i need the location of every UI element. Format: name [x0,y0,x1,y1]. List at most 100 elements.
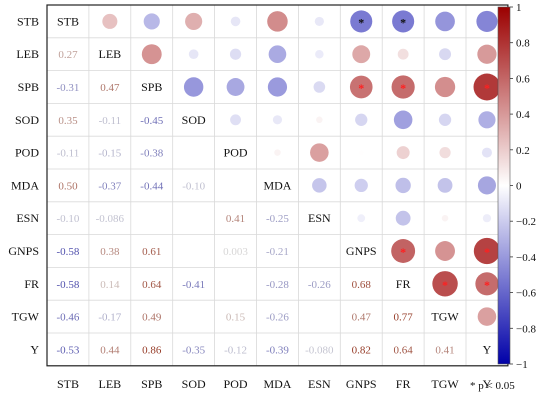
significance-star: * [484,278,490,292]
correlation-circle [267,11,288,32]
correlation-value: -0.25 [266,213,289,225]
correlation-value: -0.44 [140,180,163,192]
correlation-circle [143,13,160,30]
correlation-circle [438,113,452,126]
correlation-value: -0.12 [224,344,247,356]
row-label: FR [24,277,39,291]
correlation-value: -0.10 [56,213,79,225]
correlation-circle [313,81,326,93]
correlation-value: 0.35 [58,115,78,127]
correlation-circle [315,49,324,59]
correlation-circle [349,75,373,99]
correlation-circle [476,10,498,32]
correlation-circle [435,241,455,261]
correlation-circle [397,48,409,60]
row-label: TGW [12,310,40,324]
correlation-circle [359,150,364,155]
correlation-value: -0.086 [96,213,125,225]
significance-note: * p < 0.05 [470,380,515,392]
correlation-circle [268,45,287,64]
colorbar-tick-label: −0.2 [516,216,536,228]
column-label: POD [224,377,248,391]
correlation-value: 0.47 [352,312,372,324]
colorbar-tick-label: 0 [516,181,522,193]
correlation-value: -0.58 [56,246,79,258]
diagonal-label: TGW [431,310,459,324]
column-label: SPB [141,377,162,391]
correlation-value: -0.28 [266,279,289,291]
correlation-value: 0.14 [100,279,120,291]
diagonal-label: ESN [308,211,331,225]
correlation-value: 0.49 [142,312,162,324]
correlation-circle [432,271,458,297]
diagonal-label: SPB [141,80,162,94]
colorbar-tick-label: 0.8 [516,38,530,50]
correlation-circle [226,78,245,96]
correlation-circle [352,45,371,64]
correlation-circle [482,214,492,223]
correlation-circle [229,48,242,60]
significance-star: * [400,245,406,259]
row-label: GNPS [8,244,39,258]
row-label: STB [17,14,39,28]
correlation-circle [435,11,455,32]
row-label: Y [30,342,39,356]
correlation-circle [183,77,204,97]
correlation-value: 0.68 [352,279,372,291]
correlation-value: 0.003 [223,246,248,258]
correlation-circle [475,272,499,296]
correlation-value: 0.41 [226,213,245,225]
row-label: SOD [15,113,39,127]
correlation-value: -0.39 [266,344,289,356]
correlation-value: -0.21 [266,246,289,258]
correlation-value: 0.38 [100,246,120,258]
colorbar-tick-label: −1 [516,359,528,371]
correlation-circle [230,16,241,27]
correlation-value: -0.17 [98,312,121,324]
significance-star: * [484,245,490,259]
matrix-marks: STB * * 0.27 LEB -0.31 0.47 SPB * * * 0.35 -0.11 -0.4… [56,10,501,356]
correlation-value: 0.64 [394,344,414,356]
correlation-value: -0.46 [56,312,79,324]
column-label: MDA [263,377,291,391]
diagonal-label: POD [224,146,248,160]
correlation-circle [188,49,199,60]
correlation-circle [391,239,416,263]
colorbar: 1 0.8 0.6 0.4 0.2 0 −0.2 −0.4 −0.6 −0.8 −1 [497,2,536,371]
colorbar-tick-label: 1 [516,2,522,14]
significance-star: * [400,15,406,29]
correlation-circle [391,75,415,99]
column-label: FR [396,377,411,391]
significance-star: * [400,81,406,95]
correlation-circle [102,13,118,29]
correlation-value: -0.11 [57,148,80,160]
correlation-value: -0.41 [182,279,205,291]
correlation-value: -0.45 [140,115,163,127]
significance-star: * [358,81,364,95]
correlation-circle [473,237,501,265]
correlation-circle [267,77,288,97]
plot-background [47,5,508,366]
correlation-circle [272,115,283,125]
colorbar-tick-label: −0.6 [516,288,536,300]
correlation-circle [312,178,327,193]
diagonal-label: Y [483,342,492,356]
correlation-circle [314,16,324,26]
diagonal-label: MDA [263,178,291,192]
correlation-value: 0.50 [58,180,78,192]
column-labels: STB LEB SPB SOD POD MDA ESN GNPS FR TGW Y [57,377,492,391]
correlation-circle [316,116,323,124]
correlation-circle [230,114,241,126]
column-label: STB [57,377,79,391]
correlation-circle [355,113,368,126]
matrix-cells [47,5,508,366]
diagonal-label: SOD [182,113,206,127]
correlation-value: 0.82 [352,344,371,356]
significance-star: * [358,15,364,29]
column-label: SOD [182,377,206,391]
correlation-circle [481,147,492,158]
colorbar-tick-label: −0.8 [516,323,536,335]
correlation-circle [439,48,452,61]
correlation-value: -0.31 [56,82,79,94]
